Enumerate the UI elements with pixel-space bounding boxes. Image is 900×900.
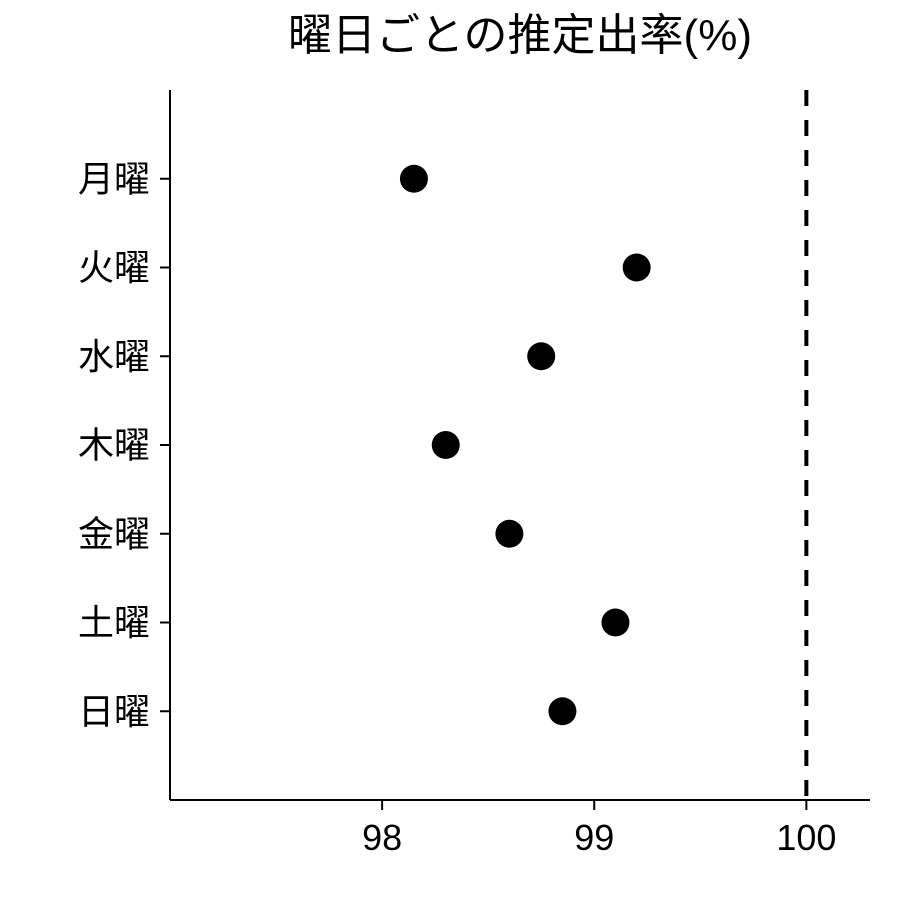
y-tick-label: 木曜: [78, 425, 150, 466]
data-point: [400, 165, 428, 193]
data-point: [527, 342, 555, 370]
y-tick-label: 水曜: [78, 336, 150, 377]
chart-title: 曜日ごとの推定出率(%): [288, 11, 752, 60]
x-tick-label: 98: [362, 817, 402, 858]
x-tick-label: 100: [776, 817, 836, 858]
data-point: [601, 609, 629, 637]
dot-chart: 曜日ごとの推定出率(%) 98 99 100 月曜火曜水曜木曜金曜土曜日曜: [0, 0, 900, 900]
y-tick-label: 月曜: [78, 158, 150, 199]
y-tick-label: 金曜: [78, 513, 150, 554]
data-point: [548, 697, 576, 725]
x-tick-label: 99: [574, 817, 614, 858]
y-tick-label: 土曜: [78, 602, 150, 643]
data-point: [432, 431, 460, 459]
y-tick-label: 火曜: [78, 247, 150, 288]
y-tick-label: 日曜: [78, 691, 150, 732]
data-point: [623, 254, 651, 282]
data-point: [495, 520, 523, 548]
